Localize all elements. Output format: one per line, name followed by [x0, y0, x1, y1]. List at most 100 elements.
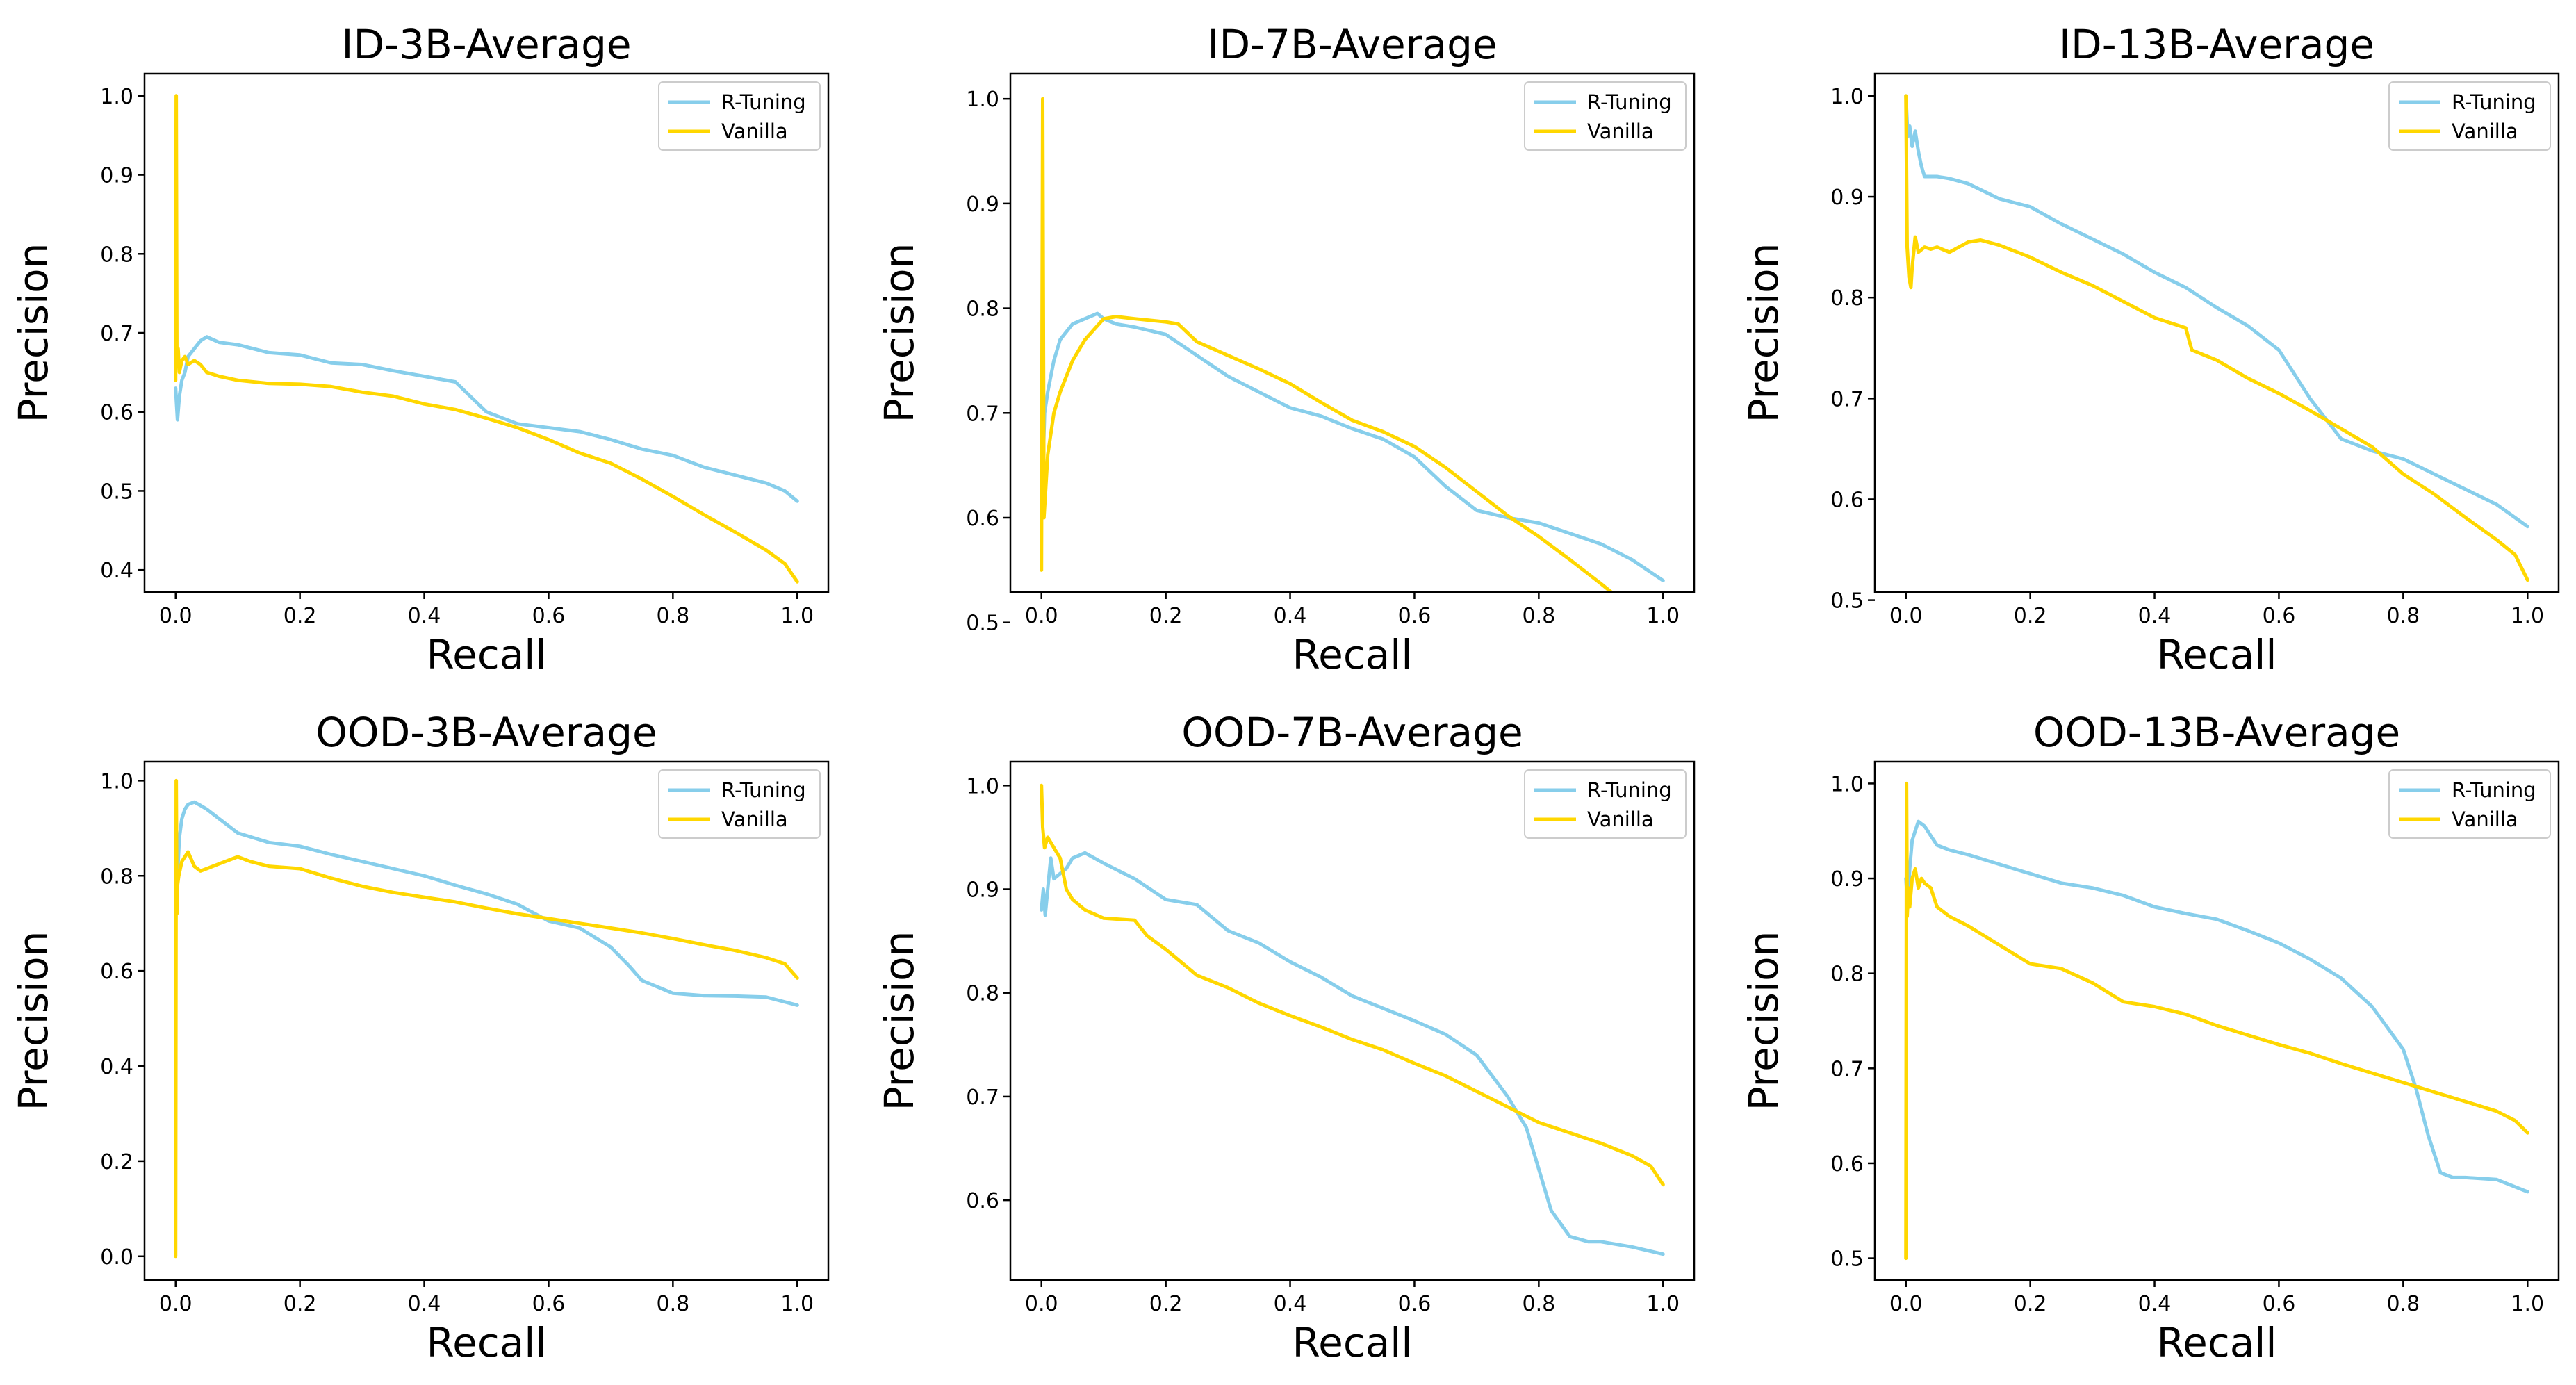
y-tick-label: 0.7: [100, 322, 133, 346]
y-tick-label: 0.6: [100, 960, 133, 984]
chart-panel-2: 0.0 0.2 0.4 0.6 0.8 1.0 0.5 0.6 0.7 0.8 0.9 1.0 ID-7…: [876, 21, 1696, 678]
r-tuning-line: [174, 800, 799, 1007]
y-tick-label: 0.7: [966, 402, 999, 426]
y-tick-label: 1.0: [1830, 85, 1864, 109]
x-tick-label: 0.0: [1025, 1292, 1058, 1316]
x-tick-label: 0.2: [2014, 604, 2047, 628]
y-axis-label: Precision: [876, 243, 923, 423]
legend-label: R-Tuning: [721, 90, 806, 114]
chart-panel-1: 0.0 0.2 0.4 0.6 0.8 1.0 0.4 0.5 0.6 0.7 0.8 0.9 1.0 I…: [10, 21, 830, 678]
axes-frame: [1873, 760, 2560, 1281]
x-tick-label: 0.4: [2138, 1292, 2172, 1316]
legend-label: R-Tuning: [721, 778, 806, 802]
legend-label: Vanilla: [2452, 808, 2518, 831]
legend-label: Vanilla: [721, 808, 788, 831]
legend-label: Vanilla: [2452, 120, 2518, 143]
x-tick-label: 0.0: [1889, 1292, 1923, 1316]
vanilla-line: [174, 94, 799, 584]
legend: R-Tuning Vanilla: [2388, 769, 2551, 839]
x-tick-label: 0.6: [2263, 604, 2296, 628]
legend-label: R-Tuning: [1587, 90, 1672, 114]
y-tick-label: 0.5: [966, 612, 999, 636]
x-tick-label: 0.0: [1025, 604, 1058, 628]
vanilla-line: [174, 778, 799, 1259]
chart-title: ID-3B-Average: [341, 21, 631, 68]
legend-label: R-Tuning: [2452, 778, 2536, 802]
x-tick-label: 0.4: [408, 604, 441, 628]
x-tick-label: 1.0: [1646, 1292, 1680, 1316]
r-tuning-line: [1904, 819, 2529, 1194]
x-axis-label: Recall: [2156, 631, 2276, 678]
y-tick-label: 0.7: [1830, 387, 1864, 411]
r-tuning-line: [1040, 851, 1665, 1256]
chart-panel-4: 0.0 0.2 0.4 0.6 0.8 1.0 0.0 0.2 0.4 0.6 0.8 1.0 OOD-…: [10, 709, 830, 1366]
y-axis-label: Precision: [10, 931, 57, 1111]
x-tick-label: 0.2: [284, 1292, 317, 1316]
x-tick-label: 0.2: [1149, 604, 1183, 628]
legend: R-Tuning Vanilla: [2388, 81, 2551, 151]
legend-label: R-Tuning: [2452, 90, 2536, 114]
x-axis-label: Recall: [426, 631, 546, 678]
y-axis-label: Precision: [1740, 931, 1787, 1111]
y-tick-label: 0.6: [1830, 1152, 1864, 1177]
y-tick-label: 0.8: [100, 864, 133, 889]
y-tick-label: 0.8: [966, 982, 999, 1006]
axes-frame: [143, 760, 830, 1281]
r-tuning-line: [1040, 311, 1665, 582]
x-tick-label: 1.0: [1646, 604, 1680, 628]
y-axis-label: Precision: [1740, 243, 1787, 423]
x-tick-label: 1.0: [780, 1292, 814, 1316]
axes-frame: [1009, 760, 1696, 1281]
x-tick-label: 0.0: [159, 604, 192, 628]
y-tick-label: 0.8: [1830, 962, 1864, 987]
legend-label: Vanilla: [721, 120, 788, 143]
x-tick-label: 1.0: [780, 604, 814, 628]
y-tick-label: 0.5: [1830, 589, 1864, 614]
y-tick-label: 0.9: [1830, 867, 1864, 892]
y-tick-label: 0.8: [966, 297, 999, 322]
chart-panel-6: 0.0 0.2 0.4 0.6 0.8 1.0 0.5 0.6 0.7 0.8 0.9 1.0 OOD-…: [1740, 709, 2560, 1366]
x-tick-label: 0.2: [2014, 1292, 2047, 1316]
y-tick-label: 0.5: [1830, 1247, 1864, 1272]
x-tick-label: 0.6: [532, 1292, 566, 1316]
x-tick-label: 0.4: [1274, 604, 1307, 628]
x-tick-label: 0.0: [159, 1292, 192, 1316]
x-tick-label: 1.0: [2511, 1292, 2544, 1316]
chart-title: ID-7B-Average: [1207, 21, 1497, 68]
x-tick-label: 0.4: [1274, 1292, 1307, 1316]
y-tick-label: 0.6: [1830, 488, 1864, 512]
vanilla-line: [1040, 783, 1665, 1187]
y-tick-label: 0.8: [1830, 286, 1864, 311]
x-tick-label: 1.0: [2511, 604, 2544, 628]
vanilla-line: [1040, 97, 1614, 592]
y-tick-label: 1.0: [1830, 772, 1864, 796]
y-tick-label: 0.9: [966, 878, 999, 903]
y-tick-label: 1.0: [966, 774, 999, 798]
y-tick-label: 0.6: [100, 401, 133, 425]
y-tick-label: 0.5: [100, 480, 133, 504]
y-tick-label: 1.0: [100, 85, 133, 109]
chart-title: OOD-7B-Average: [1181, 709, 1523, 756]
x-tick-label: 0.8: [657, 604, 690, 628]
y-tick-label: 0.4: [100, 559, 133, 583]
x-tick-label: 0.6: [1398, 604, 1431, 628]
y-tick-label: 1.0: [966, 88, 999, 112]
legend: R-Tuning Vanilla: [1524, 769, 1687, 839]
x-tick-label: 0.6: [532, 604, 566, 628]
r-tuning-line: [1904, 94, 2529, 529]
chart-title: ID-13B-Average: [2059, 21, 2374, 68]
x-tick-label: 0.8: [2387, 1292, 2420, 1316]
chart-panel-5: 0.0 0.2 0.4 0.6 0.8 1.0 0.6 0.7 0.8 0.9 1.0 OOD-7B-…: [876, 709, 1696, 1366]
x-tick-label: 0.6: [1398, 1292, 1431, 1316]
x-axis-label: Recall: [1292, 631, 1412, 678]
y-tick-label: 0.7: [1830, 1057, 1864, 1081]
axes-frame: [1009, 72, 1696, 593]
y-tick-label: 0.9: [966, 192, 999, 217]
y-tick-label: 0.7: [966, 1085, 999, 1110]
legend-label: Vanilla: [1587, 120, 1654, 143]
chart-panel-3: 0.0 0.2 0.4 0.6 0.8 1.0 0.5 0.6 0.7 0.8 0.9 1.0 ID-1…: [1740, 21, 2560, 678]
chart-title: OOD-3B-Average: [315, 709, 657, 756]
legend-label: Vanilla: [1587, 808, 1654, 831]
x-tick-label: 0.2: [1149, 1292, 1183, 1316]
